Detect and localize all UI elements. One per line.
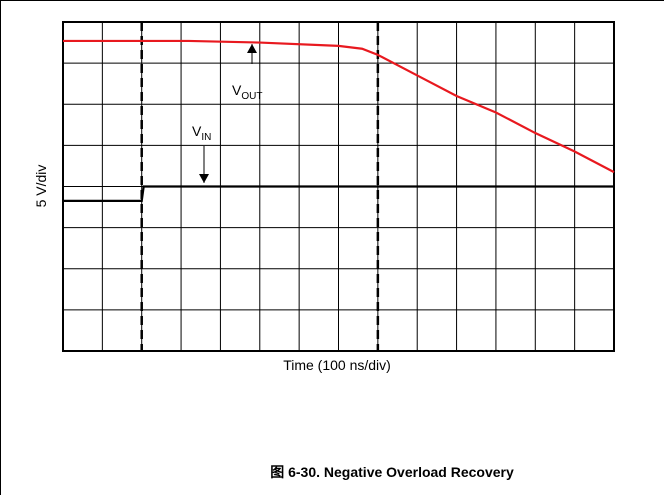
arrow-head — [199, 174, 209, 183]
series-label: VOUT — [232, 82, 262, 102]
series-label-main: V — [192, 123, 202, 139]
chart-title: 图 6-30. Negative Overload Recovery — [270, 464, 514, 480]
series-label-sub: IN — [201, 132, 211, 143]
series-line — [63, 39, 615, 174]
arrow-head — [247, 44, 257, 53]
series-line — [63, 185, 614, 202]
y-axis-label: 5 V/div — [33, 165, 49, 208]
x-axis-label: Time (100 ns/div) — [283, 357, 391, 373]
series-label-sub: OUT — [241, 91, 262, 102]
series-label: VIN — [192, 123, 211, 143]
series-label-main: V — [232, 82, 242, 98]
